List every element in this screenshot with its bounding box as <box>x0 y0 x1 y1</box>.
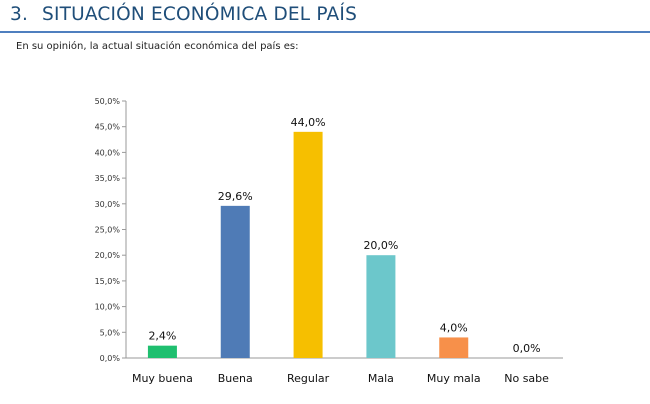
y-tick-label: 25,0% <box>95 226 121 235</box>
y-tick-label: 50,0% <box>95 97 121 106</box>
section-number: 3. <box>10 4 29 25</box>
data-label: 4,0% <box>440 321 468 334</box>
x-tick-label: No sabe <box>504 372 549 385</box>
data-label: 0,0% <box>513 342 541 355</box>
y-tick-label: 10,0% <box>95 303 121 312</box>
y-tick-label: 30,0% <box>95 200 121 209</box>
bar <box>220 205 250 358</box>
y-tick-label: 0,0% <box>100 354 121 363</box>
data-label: 2,4% <box>148 330 176 343</box>
bar <box>439 337 469 358</box>
x-tick-label: Regular <box>287 372 330 385</box>
data-label: 44,0% <box>291 116 326 129</box>
heading-divider <box>0 31 650 33</box>
bar <box>293 131 323 358</box>
y-tick-label: 35,0% <box>95 174 121 183</box>
survey-question: En su opinión, la actual situación econó… <box>16 41 299 52</box>
bar <box>147 345 177 358</box>
x-tick-label: Buena <box>218 372 253 385</box>
x-tick-label: Muy buena <box>132 372 193 385</box>
y-tick-label: 40,0% <box>95 148 121 157</box>
section-heading: 3. SITUACIÓN ECONÓMICA DEL PAÍS <box>10 4 357 25</box>
data-label: 29,6% <box>218 190 253 203</box>
bar <box>366 255 396 358</box>
y-tick-label: 15,0% <box>95 277 121 286</box>
section-title: SITUACIÓN ECONÓMICA DEL PAÍS <box>42 4 358 25</box>
y-tick-label: 5,0% <box>100 328 121 337</box>
y-tick-label: 45,0% <box>95 123 121 132</box>
y-tick-label: 20,0% <box>95 251 121 260</box>
x-tick-label: Muy mala <box>427 372 481 385</box>
data-label: 20,0% <box>363 239 398 252</box>
x-tick-label: Mala <box>368 372 394 385</box>
